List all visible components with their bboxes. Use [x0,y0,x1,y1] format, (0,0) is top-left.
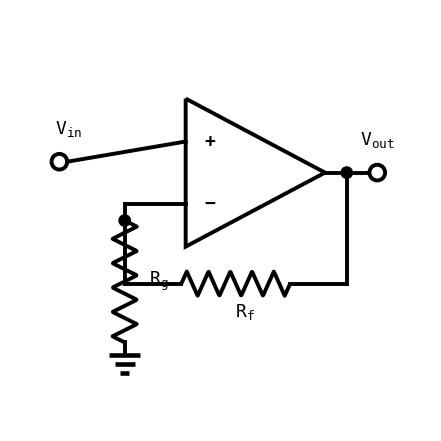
Text: $\mathregular{R_g}$: $\mathregular{R_g}$ [149,270,168,293]
Text: +: + [204,132,215,150]
Circle shape [119,215,131,226]
Text: $\mathregular{R_f}$: $\mathregular{R_f}$ [235,302,254,322]
Text: $\mathregular{V_{out}}$: $\mathregular{V_{out}}$ [360,130,394,150]
Text: $\mathregular{V_{in}}$: $\mathregular{V_{in}}$ [55,119,82,139]
Text: −: − [204,194,215,213]
Circle shape [341,167,352,178]
